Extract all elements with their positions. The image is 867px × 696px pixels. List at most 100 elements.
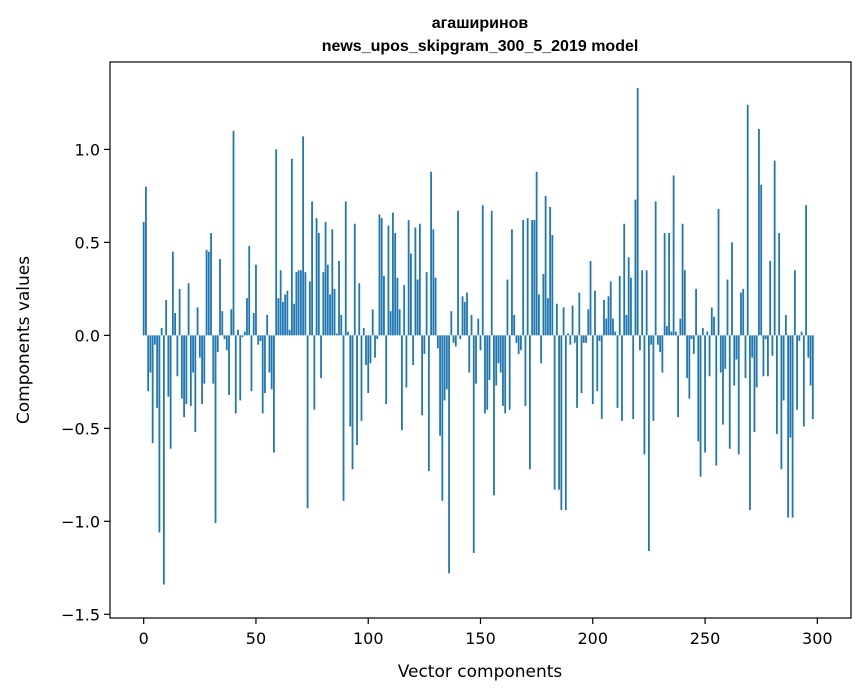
bar-10 (165, 300, 168, 336)
bar-244 (690, 335, 693, 340)
bar-50 (255, 264, 257, 336)
bar-193 (576, 335, 578, 408)
bar-213 (621, 335, 623, 421)
bar-298 (811, 335, 814, 420)
bar-6 (156, 335, 159, 408)
bar-163 (508, 335, 511, 410)
bar-205 (603, 300, 605, 336)
bar-77 (315, 218, 318, 336)
y-tick-label: 0.5 (75, 233, 100, 252)
bar-137 (450, 311, 453, 336)
bar-279 (769, 260, 772, 336)
bar-289 (791, 335, 794, 518)
bar-61 (279, 270, 282, 336)
bar-227 (652, 335, 655, 421)
bar-47 (248, 246, 251, 336)
bar-1 (145, 186, 147, 336)
bar-23 (194, 335, 197, 433)
bar-48 (250, 335, 253, 392)
bar-245 (692, 335, 695, 354)
bar-204 (600, 335, 603, 420)
bar-33 (216, 335, 219, 353)
bar-98 (362, 327, 365, 336)
chart-title-line-2: news_upos_skipgram_300_5_2019 model (322, 38, 639, 55)
bar-78 (317, 233, 320, 336)
bar-143 (463, 301, 466, 336)
bar-156 (493, 335, 495, 496)
bar-236 (672, 175, 675, 336)
bar-166 (515, 335, 518, 343)
bar-56 (268, 335, 271, 373)
bar-226 (650, 335, 653, 345)
bar-92 (349, 335, 352, 427)
bar-49 (252, 313, 255, 336)
x-tick-label: 300 (802, 629, 833, 648)
bar-36 (223, 335, 226, 340)
bar-122 (416, 279, 419, 336)
bar-34 (219, 259, 221, 336)
bar-20 (187, 283, 190, 336)
bar-46 (246, 298, 248, 336)
bar-219 (634, 199, 637, 336)
bar-45 (243, 331, 246, 336)
bar-146 (470, 314, 473, 336)
x-tick-label: 50 (246, 629, 266, 648)
bar-247 (697, 335, 700, 442)
bar-224 (645, 270, 648, 336)
bar-121 (414, 227, 417, 336)
bar-44 (241, 335, 244, 338)
bar-118 (407, 220, 410, 336)
bar-225 (648, 335, 650, 552)
bar-180 (546, 298, 549, 336)
bar-271 (751, 335, 754, 358)
bar-267 (742, 288, 745, 336)
bar-94 (353, 223, 356, 336)
bar-208 (609, 281, 612, 336)
bar-265 (737, 335, 740, 455)
bar-203 (598, 335, 601, 341)
bar-4 (151, 335, 154, 444)
bar-232 (663, 233, 666, 336)
bar-169 (522, 220, 525, 336)
bar-168 (520, 335, 522, 351)
bar-260 (726, 279, 729, 336)
bar-160 (502, 335, 504, 407)
bar-132 (439, 335, 441, 436)
bar-131 (436, 335, 439, 349)
x-tick-label: 0 (139, 629, 149, 648)
bar-126 (425, 272, 428, 336)
bar-82 (326, 264, 329, 336)
bar-174 (533, 220, 536, 336)
bar-100 (367, 335, 370, 393)
bar-296 (807, 335, 810, 358)
y-tick-label: −1.0 (61, 512, 100, 531)
bar-144 (466, 292, 468, 336)
bar-186 (560, 335, 563, 511)
bar-251 (706, 331, 709, 336)
bar-181 (549, 207, 552, 336)
bar-275 (760, 184, 763, 336)
bar-149 (477, 318, 480, 336)
bar-25 (198, 335, 201, 358)
bar-8 (160, 327, 163, 336)
bar-262 (731, 242, 733, 336)
bar-101 (369, 335, 372, 364)
bar-104 (376, 335, 379, 340)
bar-231 (661, 335, 664, 373)
bar-172 (529, 335, 531, 470)
bar-13 (171, 251, 174, 336)
bar-159 (499, 335, 502, 373)
bar-65 (288, 329, 291, 336)
bar-276 (762, 335, 765, 377)
bar-218 (632, 335, 635, 420)
x-tick-label: 200 (577, 629, 608, 648)
bar-268 (744, 335, 747, 379)
bar-63 (284, 294, 287, 336)
bar-29 (207, 251, 210, 336)
bar-19 (185, 335, 188, 405)
bar-67 (293, 303, 296, 336)
bar-37 (225, 335, 228, 351)
bar-175 (535, 171, 538, 336)
bar-190 (569, 335, 572, 345)
bar-54 (264, 335, 266, 393)
